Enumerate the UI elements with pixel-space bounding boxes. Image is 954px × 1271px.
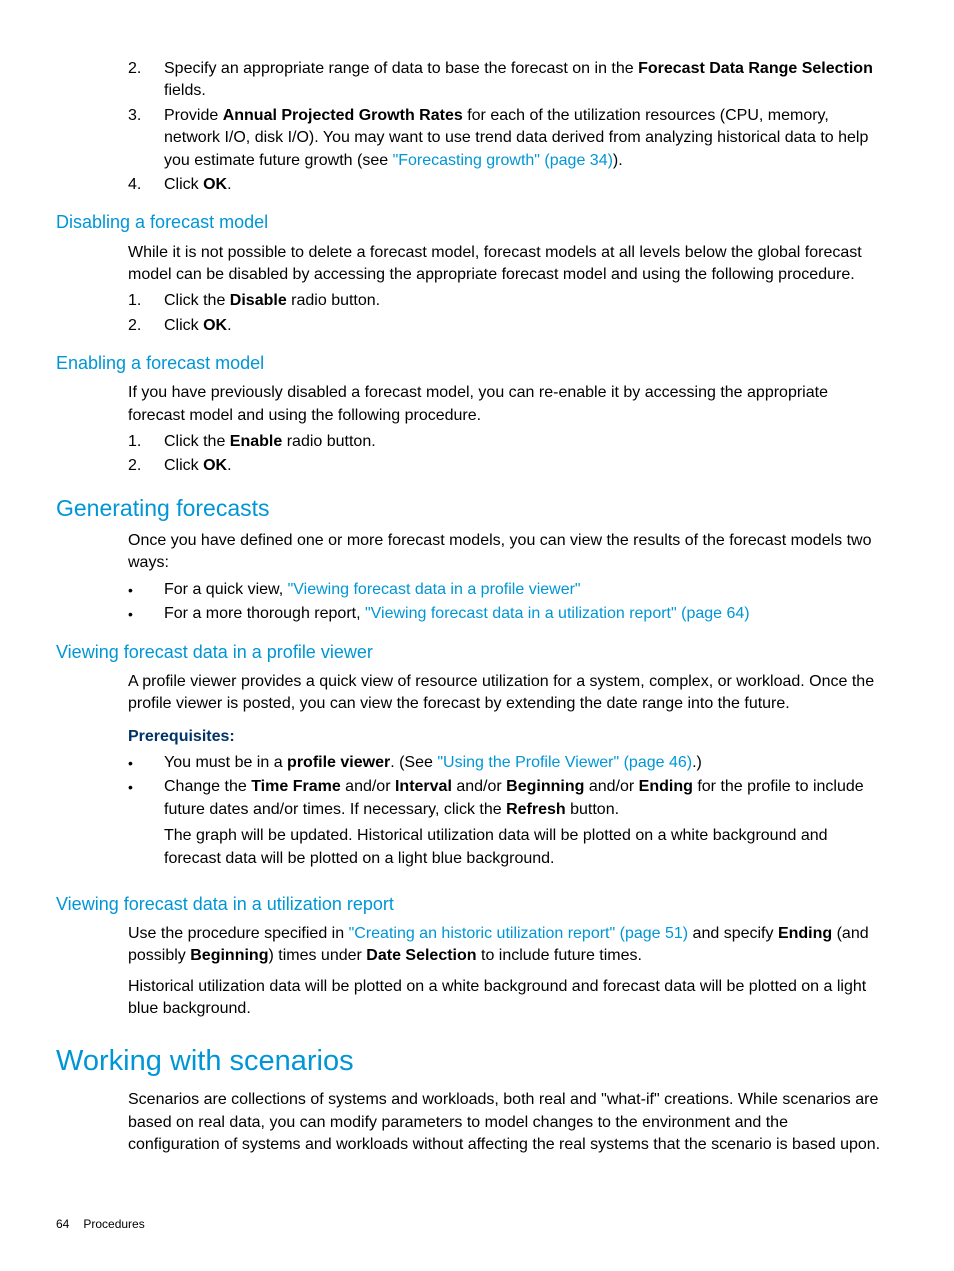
step-number: 2. (128, 315, 164, 337)
step-text: Click the Enable radio button. (164, 431, 884, 453)
link-using-profile-viewer[interactable]: "Using the Profile Viewer" (page 46) (437, 754, 692, 771)
bullet-text: Change the Time Frame and/or Interval an… (164, 776, 884, 821)
step-4: 4. Click OK. (128, 174, 884, 196)
step-number: 1. (128, 290, 164, 312)
generating-bullet-2: • For a more thorough report, "Viewing f… (128, 603, 884, 625)
para-util-report-2: Historical utilization data will be plot… (128, 976, 884, 1021)
enabling-step-2: 2. Click OK. (128, 455, 884, 477)
page-number: 64 (56, 1217, 69, 1231)
heading-scenarios: Working with scenarios (56, 1041, 884, 1082)
step-number: 1. (128, 431, 164, 453)
heading-disabling: Disabling a forecast model (56, 210, 884, 235)
bullet-icon: • (128, 752, 164, 774)
step-text: Provide Annual Projected Growth Rates fo… (164, 105, 884, 172)
enabling-step-1: 1. Click the Enable radio button. (128, 431, 884, 453)
step-text: Click OK. (164, 315, 884, 337)
link-profile-viewer-section[interactable]: "Viewing forecast data in a profile view… (288, 581, 581, 598)
bullet-text: You must be in a profile viewer. (See "U… (164, 752, 884, 774)
page: 2. Specify an appropriate range of data … (0, 0, 954, 1271)
page-footer: 64 Procedures (56, 1217, 145, 1231)
step-number: 2. (128, 58, 164, 103)
para-profile-viewer: A profile viewer provides a quick view o… (128, 671, 884, 716)
para-graph-update: The graph will be updated. Historical ut… (164, 825, 884, 870)
content: 2. Specify an appropriate range of data … (56, 58, 884, 1156)
para-util-report-1: Use the procedure specified in "Creating… (128, 923, 884, 968)
step-text: Specify an appropriate range of data to … (164, 58, 884, 103)
step-2: 2. Specify an appropriate range of data … (128, 58, 884, 103)
footer-section: Procedures (83, 1217, 144, 1231)
para-scenarios: Scenarios are collections of systems and… (128, 1089, 884, 1156)
para-enabling: If you have previously disabled a foreca… (128, 382, 884, 427)
disabling-step-1: 1. Click the Disable radio button. (128, 290, 884, 312)
heading-profile-viewer: Viewing forecast data in a profile viewe… (56, 640, 884, 665)
step-number: 4. (128, 174, 164, 196)
bullet-text: For a quick view, "Viewing forecast data… (164, 579, 884, 601)
link-utilization-report-section[interactable]: "Viewing forecast data in a utilization … (365, 605, 750, 622)
heading-generating: Generating forecasts (56, 492, 884, 524)
bullet-icon: • (128, 579, 164, 601)
bullet-icon: • (128, 603, 164, 625)
step-number: 3. (128, 105, 164, 172)
prerequisites-label: Prerequisites: (128, 726, 884, 748)
step-text: Click OK. (164, 455, 884, 477)
step-3: 3. Provide Annual Projected Growth Rates… (128, 105, 884, 172)
step-number: 2. (128, 455, 164, 477)
step-text: Click OK. (164, 174, 884, 196)
bullet-text: For a more thorough report, "Viewing for… (164, 603, 884, 625)
generating-bullet-1: • For a quick view, "Viewing forecast da… (128, 579, 884, 601)
heading-enabling: Enabling a forecast model (56, 351, 884, 376)
para-disabling: While it is not possible to delete a for… (128, 242, 884, 287)
disabling-step-2: 2. Click OK. (128, 315, 884, 337)
prereq-bullet-1: • You must be in a profile viewer. (See … (128, 752, 884, 774)
bullet-icon: • (128, 776, 164, 821)
para-generating: Once you have defined one or more foreca… (128, 530, 884, 575)
step-text: Click the Disable radio button. (164, 290, 884, 312)
prereq-bullet-2: • Change the Time Frame and/or Interval … (128, 776, 884, 821)
link-historic-utilization-report[interactable]: "Creating an historic utilization report… (349, 925, 689, 942)
heading-util-report: Viewing forecast data in a utilization r… (56, 892, 884, 917)
link-forecasting-growth[interactable]: "Forecasting growth" (page 34) (393, 152, 613, 169)
